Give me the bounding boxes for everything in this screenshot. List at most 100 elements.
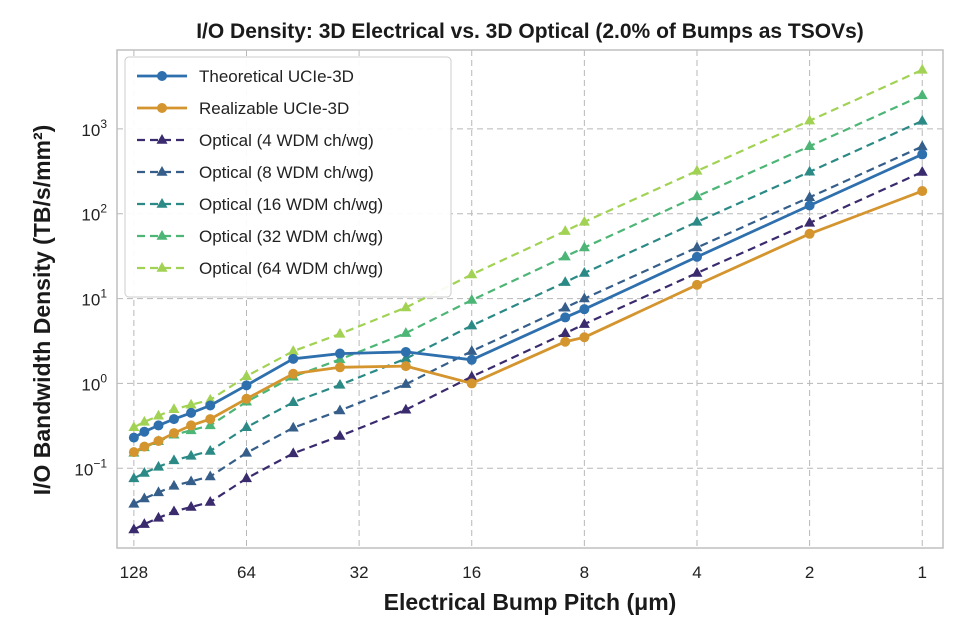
plot-frame: [116, 49, 944, 549]
data-point: [400, 327, 412, 337]
data-point: [579, 332, 590, 343]
data-point: [466, 319, 478, 330]
data-point: [916, 63, 928, 74]
legend: Theoretical UCIe-3D Realizable UCIe-3D Opt…: [124, 56, 452, 298]
data-point: [152, 511, 165, 522]
data-point: [916, 140, 928, 151]
data-point: [578, 215, 590, 226]
data-point: [691, 215, 703, 226]
legend-swatch-marker: [156, 134, 168, 144]
data-point: [168, 403, 180, 413]
data-point: [334, 404, 346, 415]
data-point: [204, 444, 216, 455]
data-point: [466, 370, 478, 381]
data-point: [287, 396, 299, 406]
data-point: [559, 250, 571, 261]
data-point: [691, 279, 702, 290]
data-point: [152, 460, 165, 471]
data-point: [186, 420, 197, 431]
data-point: [153, 435, 164, 446]
data-point: [204, 496, 216, 506]
data-point: [466, 294, 478, 304]
y-tick-labels: 10−1 100 101 102 103: [74, 117, 107, 479]
data-point: [691, 190, 703, 201]
data-point: [400, 352, 412, 363]
data-point: [241, 380, 252, 391]
data-point: [578, 267, 590, 277]
series-optical-8-wdm-ch-wg: [128, 140, 928, 508]
legend-label: Optical (8 WDM ch/wg): [199, 163, 374, 182]
data-point: [205, 400, 216, 411]
data-point: [804, 140, 816, 150]
series-realizable-ucie-3d: [128, 186, 928, 458]
legend-swatch-marker: [157, 71, 167, 81]
data-point: [400, 301, 412, 312]
data-point: [400, 403, 412, 414]
x-tick-label: 4: [692, 563, 701, 582]
series-line: [133, 145, 923, 505]
data-point: [287, 447, 299, 458]
data-point: [240, 446, 253, 457]
data-point: [185, 398, 197, 409]
data-point: [804, 216, 816, 227]
series-layer: [128, 63, 928, 534]
data-point: [559, 225, 571, 235]
data-point: [560, 312, 571, 323]
x-tick-labels: 128 64 32 16 8 4 2 1: [120, 563, 927, 582]
series-line: [133, 189, 923, 454]
data-point: [691, 164, 703, 175]
data-point: [128, 472, 140, 483]
data-point: [186, 407, 197, 418]
data-point: [466, 268, 478, 279]
legend-swatch-marker: [156, 262, 168, 272]
data-point: [804, 200, 815, 211]
data-point: [578, 292, 590, 303]
series-theoretical-ucie-3d: [128, 149, 928, 443]
data-point: [917, 186, 928, 197]
data-point: [691, 251, 702, 262]
legend-label: Realizable UCIe-3D: [199, 99, 349, 118]
data-point: [287, 421, 299, 432]
data-point: [466, 345, 478, 355]
x-tick-label: 1: [917, 563, 926, 582]
y-axis-label: I/O Bandwidth Density (TB/s/mm²): [29, 125, 55, 496]
data-point: [916, 166, 928, 176]
data-point: [185, 500, 197, 511]
data-point: [128, 497, 140, 508]
data-point: [241, 393, 252, 404]
data-point: [560, 336, 571, 347]
data-point: [466, 354, 477, 365]
data-point: [334, 430, 346, 440]
y-tick-label: 100: [81, 371, 107, 394]
data-point: [691, 241, 703, 252]
data-point: [917, 149, 928, 160]
data-point: [579, 304, 590, 315]
data-point: [400, 378, 412, 388]
legend-label: Optical (64 WDM ch/wg): [199, 259, 383, 278]
data-point: [204, 419, 216, 430]
data-point: [334, 348, 345, 359]
data-point: [578, 318, 590, 328]
data-point: [139, 426, 150, 437]
data-point: [400, 346, 411, 357]
series-line: [133, 119, 923, 480]
series-line: [133, 68, 923, 429]
series-optical-4-wdm-ch-wg: [128, 166, 928, 534]
x-tick-label: 8: [580, 563, 589, 582]
data-point: [559, 327, 571, 338]
data-point: [400, 361, 411, 372]
data-point: [153, 420, 164, 431]
legend-box: [124, 56, 452, 298]
y-tick-label: 102: [81, 202, 107, 225]
y-tick-label: 103: [81, 117, 107, 140]
data-point: [128, 432, 139, 443]
x-tick-label: 128: [120, 563, 148, 582]
data-point: [204, 393, 216, 404]
legend-swatch-marker: [156, 198, 168, 208]
data-point: [578, 241, 590, 252]
x-tick-label: 64: [237, 563, 256, 582]
series-optical-64-wdm-ch-wg: [128, 63, 928, 432]
data-point: [168, 454, 180, 465]
data-point: [205, 414, 216, 425]
data-point: [168, 479, 180, 490]
